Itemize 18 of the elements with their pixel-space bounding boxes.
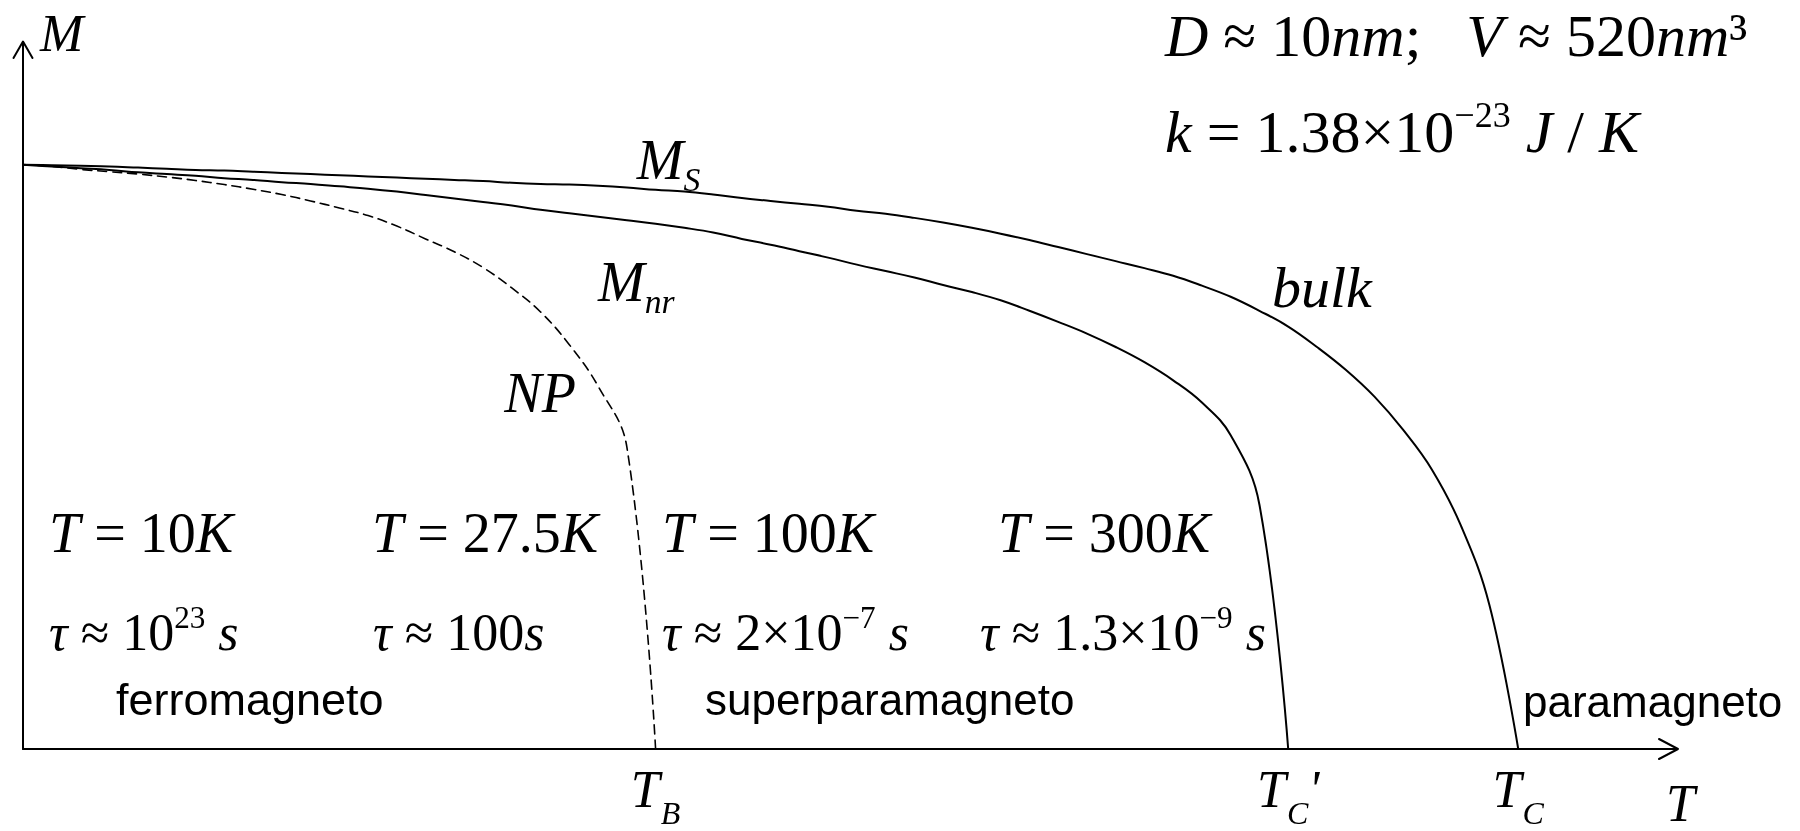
annotation: T = 300K — [998, 501, 1211, 564]
annotation: τ ≈ 100s — [373, 604, 545, 662]
series-label: NP — [504, 361, 576, 424]
annotation: τ ≈ 2×10$^{−7}$ s — [662, 600, 909, 662]
series-label: M$_{nr}$ — [598, 250, 675, 320]
annotation: τ ≈ 10$^{23}$ s — [49, 600, 239, 662]
annotation: T = 10K — [49, 501, 234, 564]
x-axis-title: T — [1666, 774, 1698, 831]
annotation: ferromagneto — [116, 674, 384, 726]
annotation: T = 100K — [662, 501, 875, 564]
annotation: paramagneto — [1523, 677, 1783, 727]
annotation: τ ≈ 1.3×10$^{−9}$ s — [980, 600, 1266, 662]
series-label: M$_{S}$ — [636, 129, 701, 199]
annotation: T = 27.5K — [372, 501, 599, 564]
y-axis-title: M — [39, 4, 86, 62]
annotation: bulk — [1272, 255, 1372, 321]
text: D ≈ 10nm; V ≈ 520nm³ — [1165, 2, 1748, 69]
annotation: superparamagneto — [705, 675, 1075, 725]
